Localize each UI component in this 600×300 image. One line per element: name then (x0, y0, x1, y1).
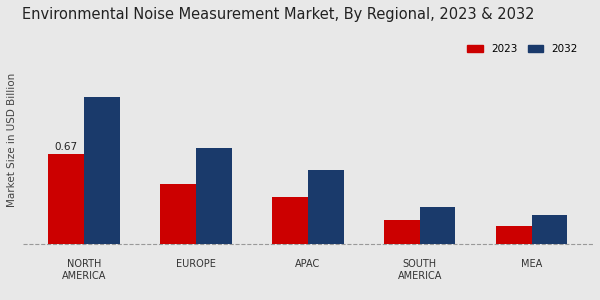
Bar (308, 170, 344, 244)
Legend: 2023, 2032: 2023, 2032 (463, 40, 582, 58)
Bar (84, 97, 120, 244)
Bar (160, 184, 196, 244)
Y-axis label: Market Size in USD Billion: Market Size in USD Billion (7, 73, 17, 207)
Bar (496, 226, 532, 244)
Bar (384, 220, 419, 244)
Bar (48, 154, 84, 244)
Bar (532, 215, 568, 244)
Text: 0.67: 0.67 (55, 142, 77, 152)
Bar (272, 197, 308, 244)
Text: Environmental Noise Measurement Market, By Regional, 2023 & 2032: Environmental Noise Measurement Market, … (23, 7, 535, 22)
Bar (196, 148, 232, 244)
Bar (419, 207, 455, 244)
